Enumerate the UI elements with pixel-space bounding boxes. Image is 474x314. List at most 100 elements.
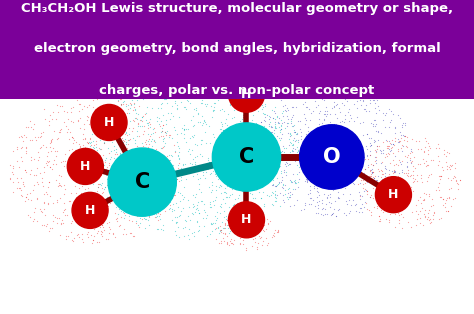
Point <box>116 167 124 172</box>
Point <box>288 119 295 124</box>
Point <box>177 81 184 86</box>
Point <box>264 137 271 142</box>
Point <box>416 221 424 226</box>
Point <box>100 161 107 166</box>
Point <box>406 199 413 204</box>
Point <box>130 104 138 109</box>
Point <box>394 175 401 180</box>
Point <box>211 169 219 174</box>
Point <box>22 194 30 199</box>
Point <box>169 76 176 81</box>
Point <box>15 186 23 191</box>
Point <box>267 124 275 129</box>
Point <box>320 91 328 96</box>
Point <box>89 164 96 169</box>
Point <box>190 133 198 138</box>
Point <box>155 217 162 222</box>
Point <box>139 164 146 169</box>
Point <box>182 107 190 112</box>
Point <box>335 106 343 111</box>
Point <box>236 185 243 190</box>
Point <box>128 211 136 216</box>
Point <box>47 138 55 143</box>
Point <box>151 129 159 134</box>
Point <box>112 196 119 201</box>
Point <box>268 164 276 169</box>
Point <box>99 123 106 128</box>
Point <box>383 153 391 158</box>
Point <box>249 228 256 233</box>
Point <box>290 122 298 127</box>
Point <box>228 187 236 192</box>
Point <box>270 148 278 153</box>
Point <box>122 176 130 181</box>
Point <box>237 219 245 224</box>
Point <box>392 126 399 131</box>
Point <box>242 108 250 113</box>
Point <box>250 187 257 192</box>
Point <box>186 101 193 106</box>
Point <box>82 214 90 219</box>
Point <box>100 139 107 144</box>
Point <box>130 178 138 183</box>
Point <box>244 109 252 114</box>
Point <box>381 165 389 171</box>
Point <box>37 144 45 149</box>
Point <box>353 149 360 154</box>
Point <box>82 136 89 141</box>
Point <box>40 223 48 228</box>
Point <box>353 105 361 110</box>
Point <box>99 185 106 190</box>
Point <box>225 128 233 133</box>
Point <box>180 105 188 110</box>
Point <box>148 201 156 206</box>
Point <box>225 160 232 165</box>
Point <box>141 84 148 89</box>
Point <box>200 207 208 212</box>
Point <box>124 141 132 146</box>
Point <box>88 176 96 181</box>
Text: C: C <box>135 172 150 192</box>
Point <box>55 183 62 188</box>
Point <box>405 200 413 205</box>
Point <box>138 160 146 165</box>
Point <box>267 160 275 165</box>
Point <box>136 194 143 199</box>
Point <box>218 121 226 126</box>
Point <box>94 158 101 163</box>
Point <box>149 192 157 197</box>
Point <box>321 163 328 168</box>
Point <box>106 114 113 119</box>
Point <box>391 170 398 175</box>
Point <box>127 195 135 200</box>
Point <box>145 121 152 126</box>
Point <box>95 145 103 150</box>
Point <box>365 108 373 113</box>
Point <box>384 175 392 180</box>
Point <box>104 169 111 174</box>
Point <box>341 116 348 122</box>
Point <box>225 242 233 247</box>
Point <box>230 114 238 119</box>
Point <box>325 152 333 157</box>
Point <box>291 146 298 151</box>
Point <box>164 175 172 180</box>
Point <box>174 83 182 88</box>
Point <box>259 178 266 183</box>
Point <box>160 138 167 143</box>
Point <box>163 118 170 123</box>
Point <box>332 102 339 107</box>
Point <box>213 151 221 156</box>
Point <box>319 213 327 218</box>
Point <box>112 205 120 210</box>
Point <box>372 95 379 100</box>
Point <box>139 160 147 165</box>
Point <box>134 121 142 126</box>
Point <box>110 144 118 149</box>
Point <box>131 205 139 210</box>
Point <box>256 178 264 183</box>
Point <box>436 145 443 150</box>
Point <box>64 126 72 131</box>
Point <box>169 135 176 140</box>
Point <box>138 198 146 203</box>
